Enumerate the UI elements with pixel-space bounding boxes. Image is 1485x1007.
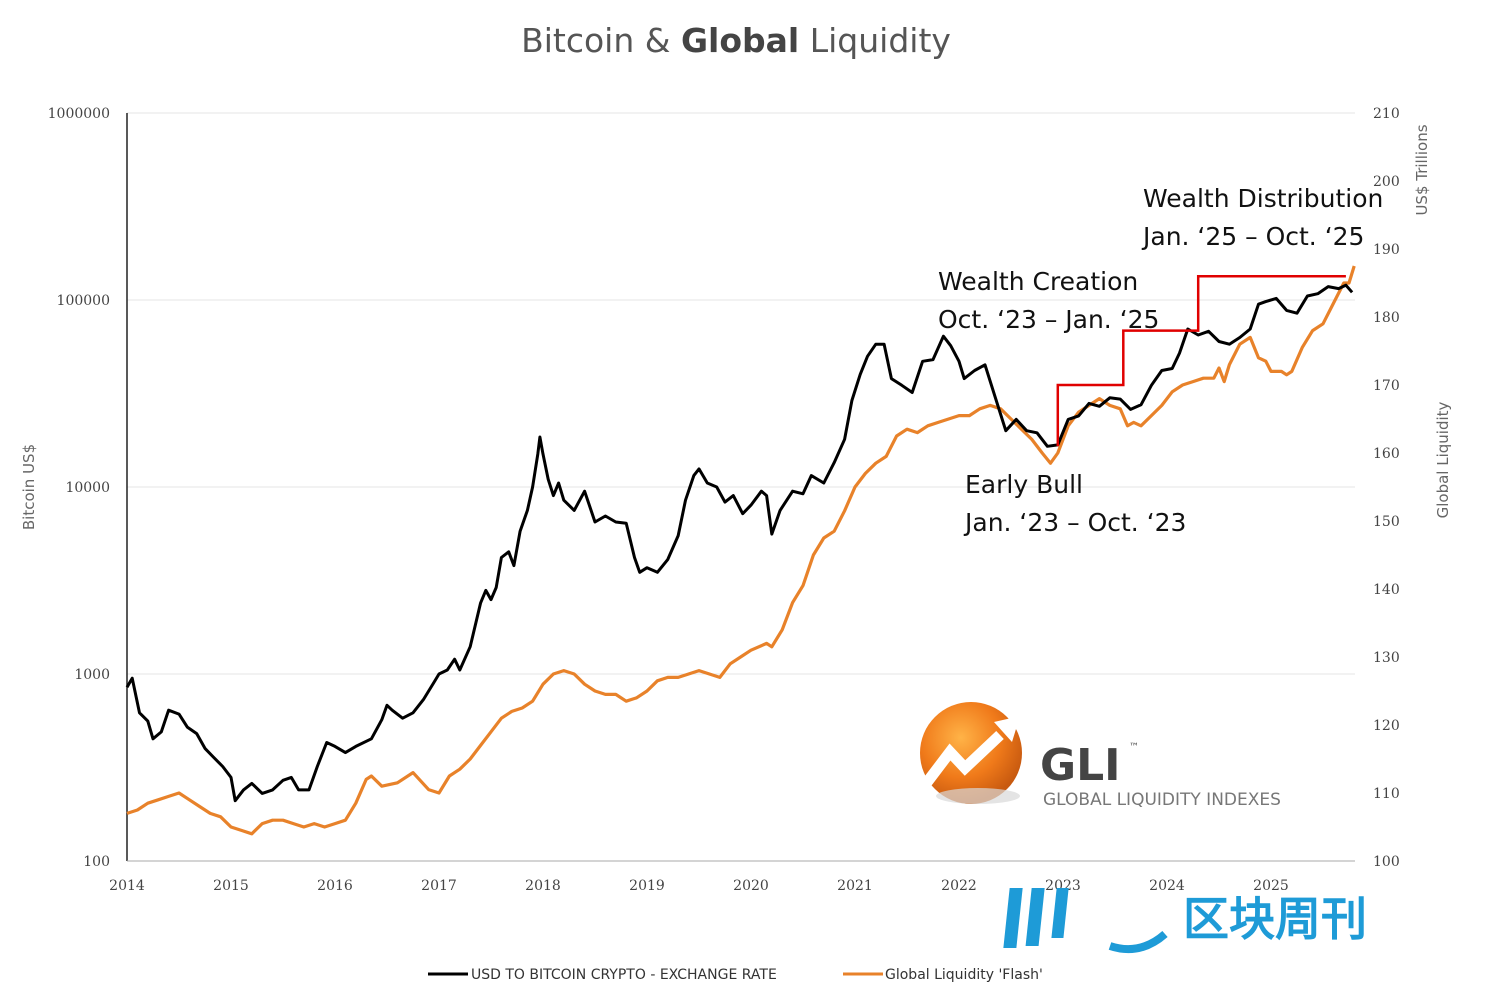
legend-item-bitcoin: USD TO BITCOIN CRYPTO - EXCHANGE RATE [428, 967, 777, 983]
right-tick-label: 170 [1373, 378, 1400, 394]
right-tick-label: 120 [1373, 718, 1400, 734]
left-tick-label: 1000000 [48, 106, 110, 122]
x-axis-ticks: 2014 2015 2016 2017 2018 2019 2020 2021 … [109, 878, 1289, 894]
gli-full-name: GLOBAL LIQUIDITY INDEXES [1043, 790, 1281, 810]
right-tick-label: 210 [1373, 106, 1400, 122]
right-tick-label: 160 [1373, 446, 1400, 462]
annotation-dates: Jan. ‘23 – Oct. ‘23 [963, 508, 1186, 537]
left-axis-title: Bitcoin US$ [20, 444, 38, 530]
x-tick-label: 2019 [629, 878, 665, 894]
x-tick-label: 2024 [1149, 878, 1185, 894]
right-tick-label: 180 [1373, 310, 1400, 326]
annotation-wealth-creation: Wealth Creation Oct. ‘23 – Jan. ‘25 [938, 267, 1159, 334]
annotation-early-bull: Early Bull Jan. ‘23 – Oct. ‘23 [963, 470, 1186, 537]
gli-abbr: GLI [1040, 740, 1121, 791]
right-axis-ticks: 210 200 190 180 170 160 150 140 130 120 … [1373, 106, 1400, 870]
series-line-global-liquidity [126, 265, 1356, 836]
x-tick-label: 2022 [941, 878, 977, 894]
x-tick-label: 2016 [317, 878, 353, 894]
series-line-bitcoin [125, 283, 1354, 803]
right-tick-label: 150 [1373, 514, 1400, 530]
annotation-title: Wealth Creation [938, 267, 1138, 296]
annotation-wealth-distribution: Wealth Distribution Jan. ‘25 – Oct. ‘25 [1141, 184, 1383, 251]
right-tick-label: 190 [1373, 242, 1400, 258]
x-tick-label: 2023 [1045, 878, 1081, 894]
right-axis-title-units: US$ Trillions [1413, 124, 1431, 215]
gli-globe-icon [920, 702, 1022, 804]
annotation-title: Early Bull [965, 470, 1083, 499]
legend-item-liquidity: Global Liquidity 'Flash' [843, 967, 1043, 983]
annotation-dates: Jan. ‘25 – Oct. ‘25 [1141, 222, 1364, 251]
chart-title: Bitcoin & Global Liquidity [521, 21, 951, 60]
x-tick-label: 2014 [109, 878, 145, 894]
gridlines [127, 112, 1355, 675]
gli-trademark: ™ [1129, 742, 1139, 753]
x-tick-label: 2015 [213, 878, 249, 894]
left-tick-label: 100000 [57, 293, 110, 309]
right-axis-title: Global Liquidity [1434, 401, 1452, 518]
right-tick-label: 130 [1373, 650, 1400, 666]
left-axis-ticks: 1000000 100000 10000 1000 100 [48, 106, 110, 870]
gli-logo: GLI ™ GLOBAL LIQUIDITY INDEXES [920, 702, 1281, 810]
watermark-text: 区块周刊 [1183, 892, 1367, 946]
right-tick-label: 140 [1373, 582, 1400, 598]
x-tick-label: 2021 [837, 878, 873, 894]
x-tick-label: 2018 [525, 878, 561, 894]
left-tick-label: 10000 [65, 480, 110, 496]
left-tick-label: 1000 [74, 667, 110, 683]
right-tick-label: 100 [1373, 854, 1400, 870]
x-tick-label: 2020 [733, 878, 769, 894]
right-tick-label: 200 [1373, 174, 1400, 190]
right-tick-label: 110 [1373, 786, 1400, 802]
annotation-dates: Oct. ‘23 – Jan. ‘25 [938, 305, 1159, 334]
legend-label: USD TO BITCOIN CRYPTO - EXCHANGE RATE [471, 967, 777, 983]
legend: USD TO BITCOIN CRYPTO - EXCHANGE RATE Gl… [428, 967, 1043, 983]
left-tick-label: 100 [83, 854, 110, 870]
watermark-logo-icon [1003, 888, 1168, 953]
x-tick-label: 2025 [1253, 878, 1289, 894]
watermark: 区块周刊 [1003, 888, 1367, 953]
annotation-title: Wealth Distribution [1143, 184, 1383, 213]
phase-steps-line [1056, 274, 1346, 447]
legend-label: Global Liquidity 'Flash' [885, 967, 1043, 983]
x-tick-label: 2017 [421, 878, 457, 894]
